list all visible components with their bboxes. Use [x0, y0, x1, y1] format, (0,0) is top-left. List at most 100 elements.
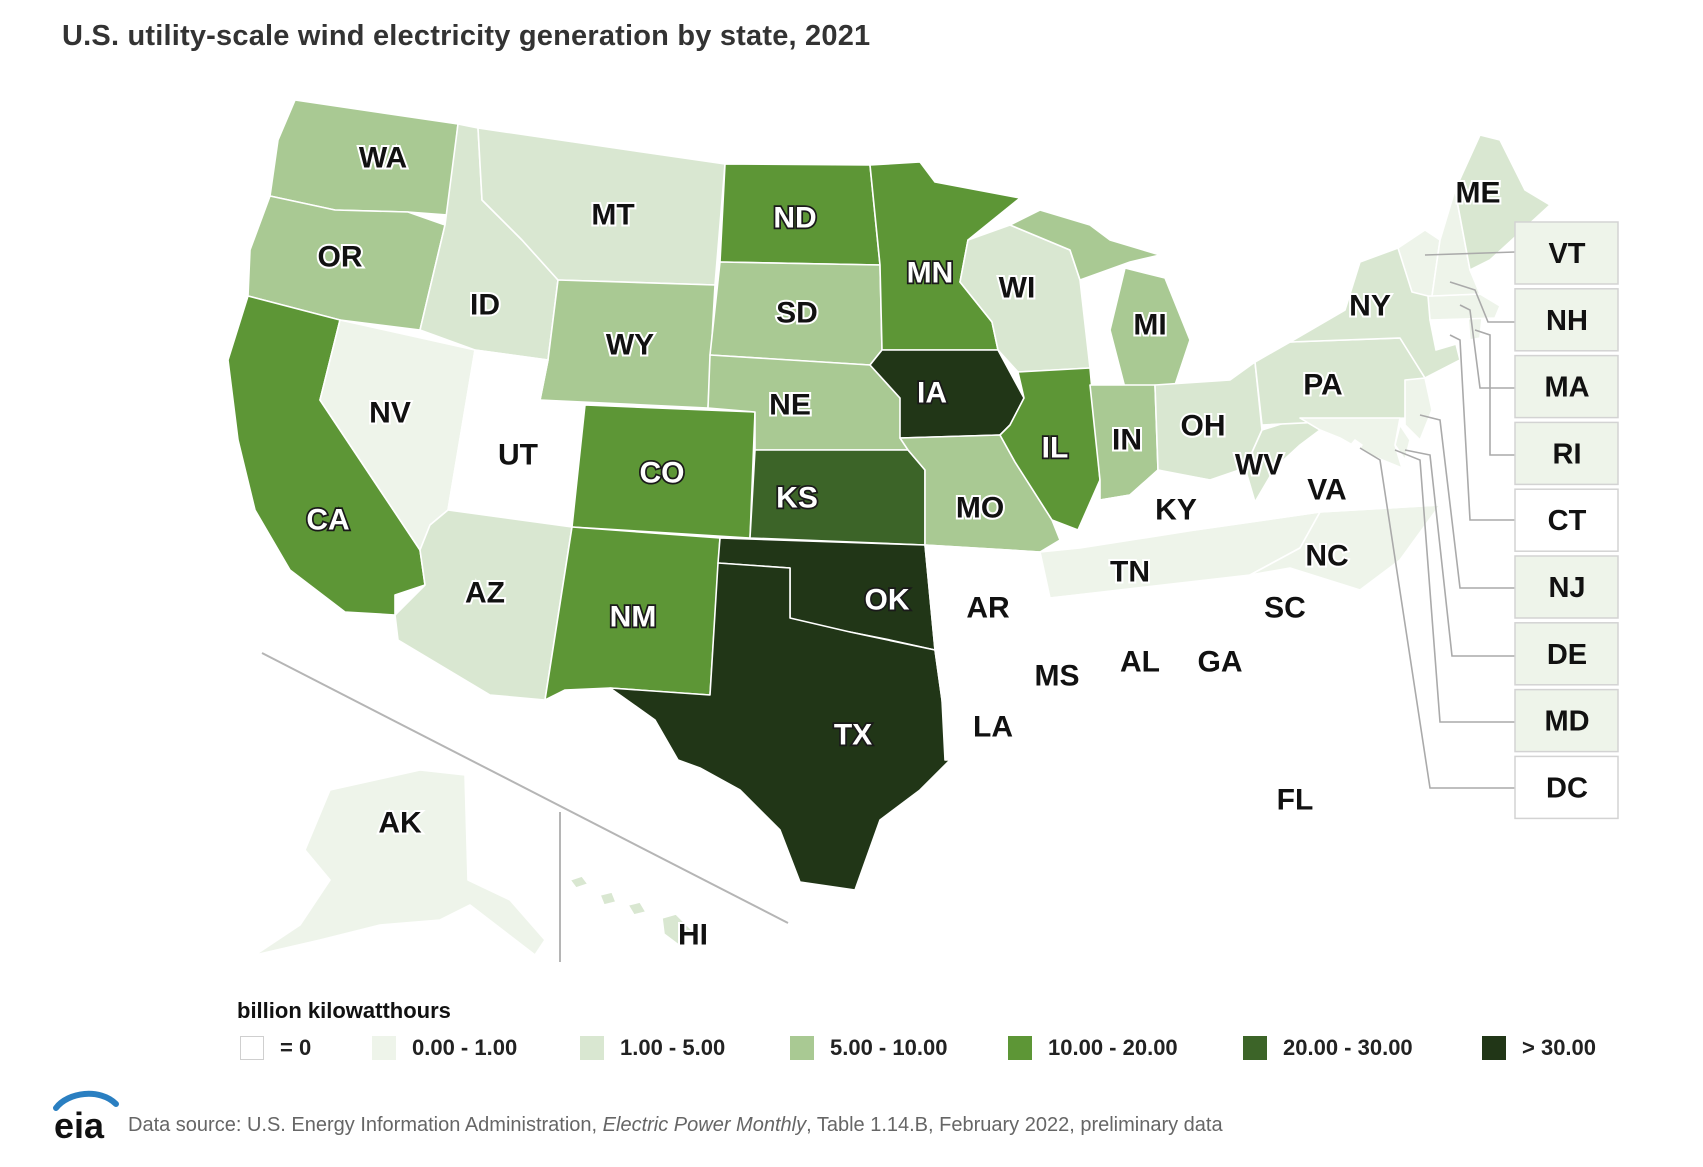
small-state-label-ct: CT — [1548, 505, 1587, 537]
state-tx — [609, 562, 951, 891]
state-label-mi: MI — [1133, 309, 1166, 342]
state-fl — [1119, 709, 1341, 886]
legend-label: = 0 — [280, 1035, 312, 1060]
state-label-wy: WY — [606, 329, 654, 362]
state-label-sd: SD — [776, 297, 818, 330]
legend-item: 0.00 - 1.00 — [372, 1034, 517, 1062]
small-state-label-de: DE — [1547, 639, 1587, 671]
state-label-ok: OK — [865, 584, 910, 617]
state-label-il: IL — [1042, 432, 1069, 465]
state-label-fl: FL — [1277, 784, 1314, 817]
legend-label: 10.00 - 20.00 — [1048, 1035, 1178, 1060]
inset-dividers — [261, 652, 789, 962]
legend-swatch — [1243, 1036, 1267, 1060]
small-state-label-vt: VT — [1548, 238, 1585, 270]
small-state-box-dc — [1514, 755, 1619, 820]
legend-swatch — [240, 1036, 264, 1060]
legend-label: 1.00 - 5.00 — [620, 1035, 726, 1060]
map-title: U.S. utility-scale wind electricity gene… — [62, 20, 871, 52]
state-wv — [1244, 417, 1321, 503]
legend-label: > 30.00 — [1522, 1035, 1597, 1060]
legend-swatch — [1008, 1036, 1032, 1060]
state-dc — [1349, 439, 1363, 453]
state-ar — [924, 544, 1051, 651]
state-label-mo: MO — [956, 492, 1004, 525]
state-label-nm: NM — [610, 601, 657, 634]
eia-logo: eia — [53, 1090, 119, 1146]
state-wy — [539, 279, 716, 409]
source-publication: Electric Power Monthly — [602, 1114, 807, 1136]
small-state-box-ma — [1514, 354, 1619, 419]
state-md — [1299, 417, 1403, 469]
state-label-wa: WA — [359, 142, 407, 175]
us-choropleth-map: VT NH MA RI CT NJ DE MD DC WA OR CA NV ID MT WY UT AZ CO N… — [227, 99, 1619, 962]
small-state-box-ct — [1514, 488, 1619, 552]
legend-item: > 30.00 — [1482, 1034, 1596, 1062]
state-label-wi: WI — [999, 272, 1036, 305]
state-label-sc: SC — [1264, 592, 1306, 625]
state-label-nv: NV — [369, 397, 411, 430]
state-label-me: ME — [1456, 177, 1501, 210]
state-nh — [1431, 189, 1481, 297]
state-mi-up — [1009, 209, 1161, 281]
state-label-nc: NC — [1305, 540, 1348, 573]
legend-label: 5.00 - 10.00 — [830, 1035, 948, 1060]
state-label-ms: MS — [1035, 660, 1080, 693]
state-label-in: IN — [1112, 424, 1142, 457]
small-state-label-dc: DC — [1546, 772, 1588, 804]
state-label-ga: GA — [1198, 646, 1243, 679]
state-hi — [569, 875, 693, 947]
source-prefix: Data source: U.S. Energy Information Adm… — [128, 1114, 603, 1136]
state-ak — [254, 769, 546, 956]
state-label-az: AZ — [465, 577, 505, 610]
legend-item: 1.00 - 5.00 — [580, 1034, 725, 1062]
state-label-id: ID — [470, 289, 500, 322]
small-state-leader-lines — [1359, 251, 1516, 789]
state-nj — [1404, 377, 1433, 441]
state-label-hi: HI — [678, 919, 708, 952]
state-label-or: OR — [318, 241, 363, 274]
state-shapes — [227, 99, 1551, 956]
legend-swatch — [372, 1036, 396, 1060]
legend-label: 20.00 - 30.00 — [1283, 1035, 1413, 1060]
legend-swatch — [790, 1036, 814, 1060]
state-label-wv: WV — [1235, 449, 1283, 482]
state-label-pa: PA — [1303, 369, 1342, 402]
data-source-note: Data source: U.S. Energy Information Adm… — [128, 1114, 1223, 1137]
state-label-ks: KS — [776, 482, 818, 515]
state-me — [1454, 134, 1551, 271]
state-ct — [1429, 317, 1471, 351]
state-label-mt: MT — [591, 199, 634, 232]
state-label-va: VA — [1307, 474, 1346, 507]
small-state-label-ma: MA — [1544, 372, 1589, 404]
state-label-oh: OH — [1181, 410, 1226, 443]
state-label-ia: IA — [917, 377, 947, 410]
small-state-box-ri — [1514, 421, 1619, 486]
state-label-co: CO — [640, 457, 685, 490]
state-label-la: LA — [973, 711, 1013, 744]
legend-swatch — [1482, 1036, 1506, 1060]
state-label-al: AL — [1120, 646, 1160, 679]
state-label-mn: MN — [907, 257, 954, 290]
legend-item: 10.00 - 20.00 — [1008, 1034, 1178, 1062]
source-suffix: , Table 1.14.B, February 2022, prelimina… — [806, 1114, 1223, 1136]
state-label-ca: CA — [306, 504, 349, 537]
legend-item: 20.00 - 30.00 — [1243, 1034, 1413, 1062]
small-state-box-de — [1514, 622, 1619, 686]
state-label-ar: AR — [966, 592, 1010, 625]
small-state-label-nj: NJ — [1548, 572, 1585, 604]
small-state-box-md — [1514, 688, 1619, 753]
small-state-box-vt — [1514, 221, 1619, 285]
state-labels: WA OR CA NV ID MT WY UT AZ CO NM ND SD NE KS OK TX MN IA MO… — [305, 140, 1503, 954]
legend-swatch — [580, 1036, 604, 1060]
footer: eia Data source: U.S. Energy Information… — [50, 1086, 1450, 1146]
state-ga — [1174, 577, 1301, 713]
state-label-nd: ND — [773, 202, 816, 235]
state-label-tn: TN — [1110, 556, 1150, 589]
state-label-ny: NY — [1349, 290, 1391, 323]
state-ri — [1467, 317, 1483, 341]
legend-item: 5.00 - 10.00 — [790, 1034, 947, 1062]
legend-title: billion kilowatthours — [237, 998, 451, 1023]
state-label-ne: NE — [769, 389, 811, 422]
legend-label: 0.00 - 1.00 — [412, 1035, 518, 1060]
